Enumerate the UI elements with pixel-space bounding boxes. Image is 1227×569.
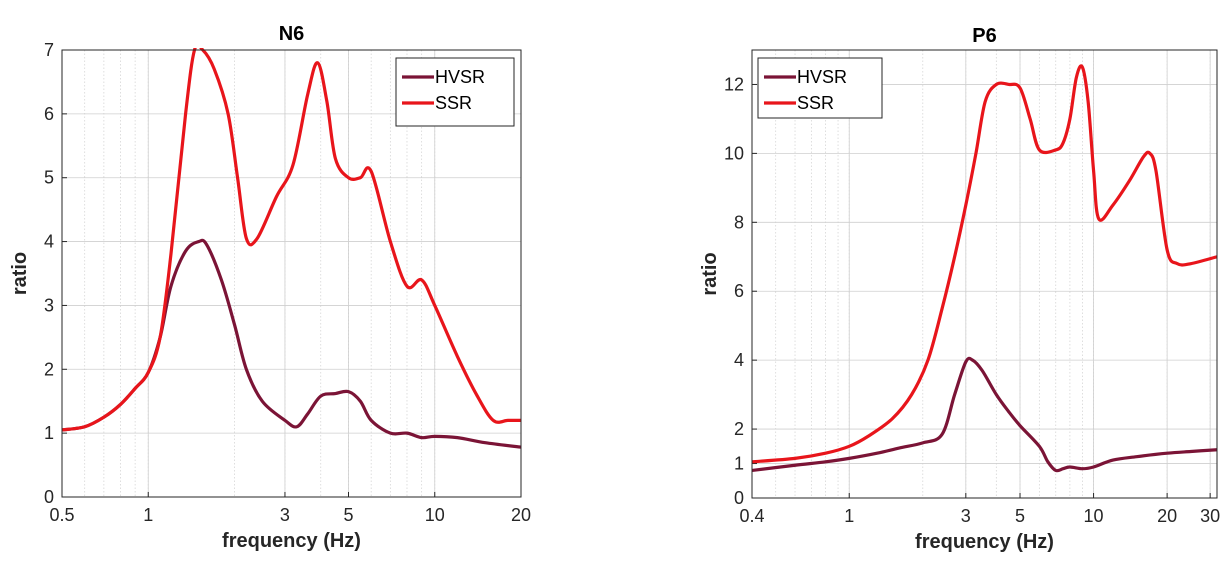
legend: HVSR SSR	[395, 57, 515, 127]
series-line-ssr	[62, 48, 521, 432]
y-tick-label: 10	[724, 143, 744, 163]
x-tick-label: 5	[1015, 506, 1025, 526]
x-tick-label: 0.4	[739, 506, 764, 526]
x-tick-label: 3	[280, 505, 290, 525]
y-tick-label: 5	[44, 168, 54, 188]
y-axis-label: ratio	[699, 252, 721, 295]
x-tick-label: 1	[143, 505, 153, 525]
legend-label-ssr: SSR	[435, 93, 472, 113]
y-tick-label: 12	[724, 74, 744, 94]
axes-frame	[61, 49, 522, 498]
y-tick-label: 3	[44, 295, 54, 315]
chart-panel-n6: 0.5 1 3 5 10 20 0 1 2 3 4 5 6 7 N6 frequency (Hz) ratio H…	[9, 23, 531, 552]
y-tick-label: 4	[734, 350, 744, 370]
legend-label-ssr: SSR	[797, 93, 834, 113]
x-axis-label: frequency (Hz)	[915, 531, 1054, 553]
x-tick-label: 5	[343, 505, 353, 525]
y-tick-label: 0	[44, 487, 54, 507]
series-line-ssr	[752, 64, 1217, 464]
y-axis-label: ratio	[9, 252, 31, 295]
y-tick-label: 6	[734, 281, 744, 301]
y-tick-label: 2	[734, 419, 744, 439]
y-tick-label: 1	[734, 454, 744, 474]
y-tick-label: 6	[44, 104, 54, 124]
x-tick-label: 0.5	[49, 505, 74, 525]
x-tick-label: 30	[1200, 506, 1220, 526]
chart-title: P6	[972, 25, 996, 47]
legend-label-hvsr: HVSR	[797, 67, 847, 87]
legend-box	[395, 57, 515, 127]
x-tick-label: 10	[1084, 506, 1104, 526]
y-tick-label: 8	[734, 212, 744, 232]
x-tick-label: 1	[844, 506, 854, 526]
legend: HVSR SSR	[757, 57, 883, 119]
x-tick-label: 10	[425, 505, 445, 525]
x-tick-label: 20	[511, 505, 531, 525]
series-line-hvsr	[752, 356, 1217, 473]
legend-box	[757, 57, 883, 119]
y-tick-label: 0	[734, 488, 744, 508]
legend-label-hvsr: HVSR	[435, 67, 485, 87]
y-tick-label: 4	[44, 232, 54, 252]
x-tick-label: 3	[961, 506, 971, 526]
chart-title: N6	[279, 23, 305, 45]
y-tick-label: 2	[44, 359, 54, 379]
axes-frame	[751, 49, 1218, 499]
x-tick-label: 20	[1157, 506, 1177, 526]
x-axis-label: frequency (Hz)	[222, 530, 361, 552]
y-tick-label: 7	[44, 40, 54, 60]
y-tick-label: 1	[44, 423, 54, 443]
